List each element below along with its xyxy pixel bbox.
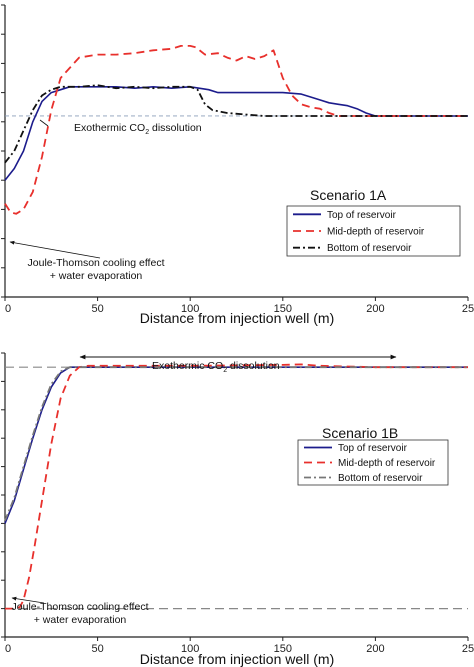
cooling-annotation-line1: Joule-Thomson cooling effect	[28, 257, 165, 269]
cooling-annotation-line1: Joule-Thomson cooling effect	[12, 601, 149, 613]
scenario-label: Scenario 1B	[322, 425, 398, 441]
series-line-2	[4, 45, 468, 215]
annotation-text: dissolution	[149, 122, 202, 134]
legend-label: Mid-depth of reservoir	[338, 458, 436, 469]
annotation-text: Exothermic CO	[152, 360, 223, 372]
series-line-1	[4, 366, 468, 524]
legend-label: Mid-depth of reservoir	[327, 227, 425, 238]
x-tick-label: 0	[5, 303, 11, 315]
x-tick-label: 50	[91, 303, 103, 315]
x-tick-label: 0	[5, 643, 11, 655]
legend-label: Top of reservoir	[338, 443, 408, 454]
x-axis-label: Distance from injection well (m)	[140, 651, 335, 667]
x-tick-label: 150	[274, 303, 292, 315]
x-tick-label: 200	[366, 303, 384, 315]
legend: Top of reservoir Mid-depth of reservoir Bo…	[297, 439, 449, 486]
series-line-3	[4, 366, 468, 521]
chart-panel-1: 0 50 100 150 200 25 Distance from injection we…	[1, 4, 474, 326]
x-tick-label: 100	[181, 303, 199, 315]
annotation-subscript: 2	[145, 129, 149, 136]
x-tick-label: 100	[181, 643, 199, 655]
cooling-arrow	[11, 596, 45, 604]
dissolution-annotation: Exothermic CO2 dissolution	[152, 360, 280, 374]
series-line-1	[4, 86, 468, 181]
annotation-leader	[39, 119, 49, 127]
cooling-annotation-line2: + water evaporation	[50, 270, 143, 282]
x-axis-label: Distance from injection well (m)	[140, 310, 335, 326]
annotation-text: Exothermic CO	[74, 122, 145, 134]
annotation-text: dissolution	[227, 360, 280, 372]
annotation-subscript: 2	[223, 367, 227, 374]
legend-label: Top of reservoir	[327, 210, 397, 221]
legend-label: Bottom of reservoir	[327, 243, 412, 254]
x-tick-label: 150	[274, 643, 292, 655]
x-tick-label: 200	[366, 643, 384, 655]
legend: Top of reservoir Mid-depth of reservoir Bo…	[286, 205, 461, 257]
series-line-2	[5, 363, 468, 610]
cooling-arrow	[9, 240, 101, 259]
series-line-3	[4, 84, 468, 164]
legend-label: Bottom of reservoir	[338, 473, 423, 484]
chart-panel-2: 0 50 100 150 200 25 Distance from injection we…	[1, 352, 474, 667]
cooling-annotation-line2: + water evaporation	[34, 614, 127, 626]
scenario-label: Scenario 1A	[310, 187, 387, 203]
x-tick-label: 25	[462, 643, 474, 655]
dissolution-annotation: Exothermic CO2 dissolution	[74, 122, 202, 136]
x-tick-label: 25	[462, 303, 474, 315]
x-tick-label: 50	[91, 643, 103, 655]
